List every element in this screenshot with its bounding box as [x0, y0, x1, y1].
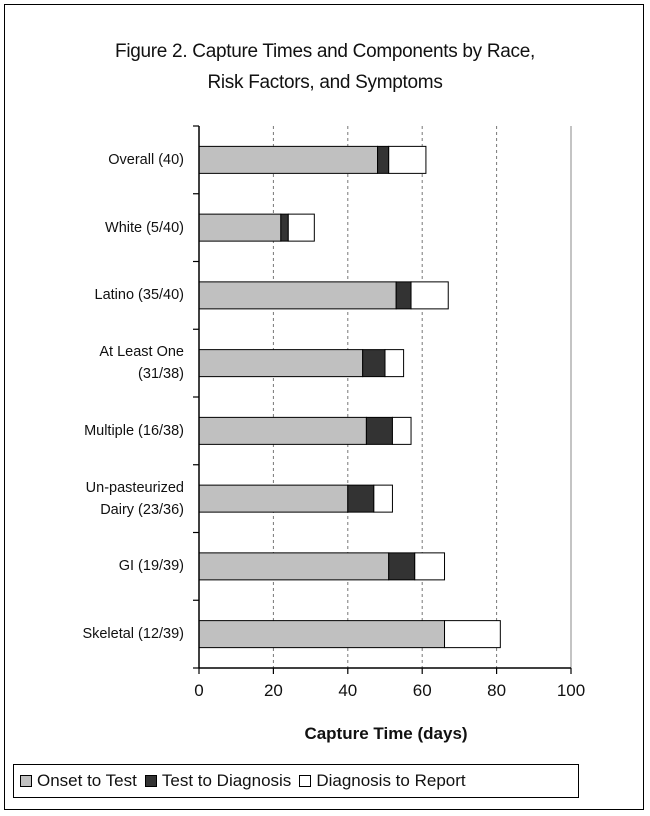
chart-frame: [4, 4, 644, 810]
bar-diagnosis-to-report-3: [410, 281, 449, 310]
x-tick-label-100: 100: [557, 681, 585, 700]
x-tick-label-40: 40: [338, 681, 357, 700]
category-label-line: Dairy (23/36): [100, 501, 184, 518]
bar-onset-to-test-6: [198, 484, 349, 513]
bar-diagnosis-to-report-4: [384, 349, 405, 378]
x-tick-label-80: 80: [487, 681, 506, 700]
bar-test-to-diagnosis-2: [280, 213, 289, 242]
category-label-line: Overall (40): [108, 151, 184, 168]
bar-test-to-diagnosis-3: [395, 281, 412, 310]
category-label-3: Latino (35/40): [4, 284, 184, 306]
legend-swatch-diagnosis-to-report: [299, 775, 312, 787]
legend-label-test-to-diagnosis: Test to Diagnosis: [161, 771, 292, 790]
bar-diagnosis-to-report-5: [391, 416, 412, 445]
bar-onset-to-test-5: [198, 416, 367, 445]
category-label-line: White (5/40): [105, 219, 184, 236]
chart-title-line-2: Risk Factors, and Symptoms: [207, 72, 443, 93]
bar-test-to-diagnosis-1: [377, 145, 390, 174]
bar-onset-to-test-8: [198, 620, 446, 649]
legend-label-diagnosis-to-report: Diagnosis to Report: [316, 771, 466, 790]
category-label-1: Overall (40): [4, 149, 184, 171]
bar-onset-to-test-3: [198, 281, 397, 310]
category-label-line: Skeletal (12/39): [82, 626, 184, 643]
category-label-line: Un-pasteurized: [85, 479, 184, 496]
category-label-line: At Least One: [99, 344, 184, 361]
legend-swatch-onset-to-test: [20, 775, 32, 787]
bar-test-to-diagnosis-4: [362, 349, 386, 378]
category-label-line: Latino (35/40): [94, 287, 184, 304]
bar-onset-to-test-1: [198, 145, 379, 174]
category-label-2: White (5/40): [4, 217, 184, 239]
category-label-6: Un-pasteurized Dairy (23/36): [4, 477, 184, 521]
category-label-line: (31/38): [138, 366, 184, 383]
bar-test-to-diagnosis-6: [347, 484, 375, 513]
chart-title-line-1: Figure 2. Capture Times and Components b…: [115, 41, 535, 62]
category-label-7: GI (19/39): [4, 555, 184, 577]
bar-diagnosis-to-report-2: [287, 213, 315, 242]
bar-onset-to-test-2: [198, 213, 282, 242]
category-label-line: Multiple (16/38): [84, 422, 184, 439]
bar-test-to-diagnosis-7: [388, 552, 416, 581]
legend-item-onset-to-test: Onset to Test: [20, 771, 137, 791]
bar-onset-to-test-4: [198, 349, 364, 378]
bar-onset-to-test-7: [198, 552, 390, 581]
x-tick-label-60: 60: [413, 681, 432, 700]
bar-diagnosis-to-report-1: [388, 145, 427, 174]
bar-diagnosis-to-report-8: [444, 620, 501, 649]
category-label-4: At Least One (31/38): [4, 341, 184, 385]
category-label-8: Skeletal (12/39): [4, 623, 184, 645]
legend-item-test-to-diagnosis: Test to Diagnosis: [144, 771, 292, 791]
x-axis-label: Capture Time (days): [304, 724, 468, 743]
legend-item-diagnosis-to-report: Diagnosis to Report: [299, 771, 466, 791]
bar-test-to-diagnosis-5: [365, 416, 393, 445]
category-label-line: GI (19/39): [118, 558, 184, 575]
x-tick-label-20: 20: [264, 681, 283, 700]
legend: Onset to Test Test to Diagnosis Diagnosi…: [13, 764, 579, 798]
category-label-5: Multiple (16/38): [4, 420, 184, 442]
legend-swatch-test-to-diagnosis: [144, 775, 157, 787]
bar-diagnosis-to-report-6: [373, 484, 393, 513]
legend-label-onset-to-test: Onset to Test: [37, 771, 137, 790]
bar-diagnosis-to-report-7: [414, 552, 446, 581]
x-tick-label-0: 0: [194, 681, 203, 700]
